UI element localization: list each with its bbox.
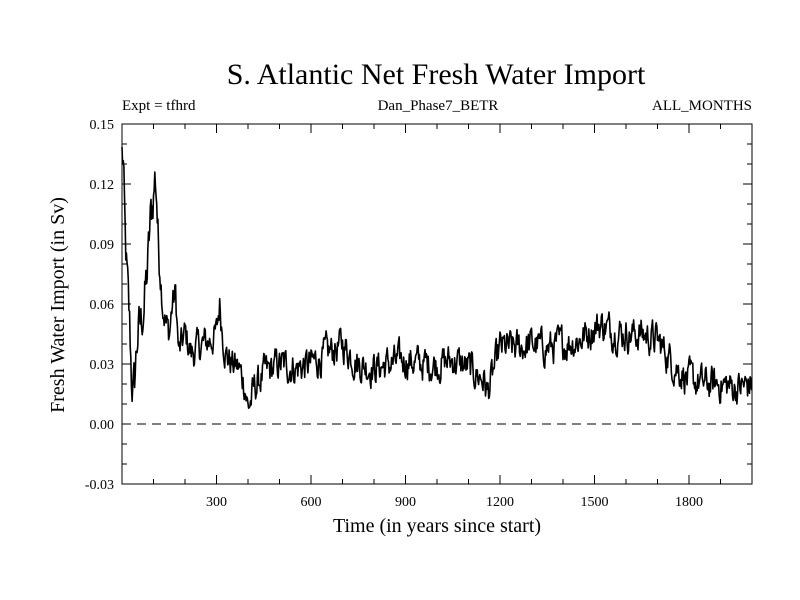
plot-frame	[121, 123, 753, 485]
chart-title: S. Atlantic Net Fresh Water Import	[227, 58, 646, 91]
y-tick-label: 0.00	[90, 418, 115, 433]
y-tick-label: -0.03	[85, 478, 114, 493]
subtitle-months: ALL_MONTHS	[652, 98, 752, 114]
subtitle-experiment: Expt = tfhrd	[122, 98, 196, 114]
x-tick-label: 1800	[675, 495, 703, 510]
x-axis-label: Time (in years since start)	[333, 515, 541, 537]
y-axis-label: Fresh Water Import (in Sv)	[47, 197, 69, 413]
x-tick-label: 1200	[486, 495, 514, 510]
plot-area: -0.03 0.00 0.03 0.06 0.09 0.12 0.15 300 600 900 12…	[85, 118, 753, 510]
data-series-line	[121, 146, 753, 410]
subtitle-run: Dan_Phase7_BETR	[378, 98, 499, 114]
x-tick-label: 600	[301, 495, 322, 510]
x-tick-label: 300	[206, 495, 227, 510]
y-tick-label: 0.12	[90, 178, 115, 193]
x-tick-label: 1500	[581, 495, 609, 510]
y-tick-label: 0.06	[90, 298, 115, 313]
x-tick-label: 900	[395, 495, 416, 510]
y-tick-label: 0.03	[90, 358, 115, 373]
y-tick-label: 0.15	[90, 118, 115, 133]
y-tick-label: 0.09	[90, 238, 115, 253]
